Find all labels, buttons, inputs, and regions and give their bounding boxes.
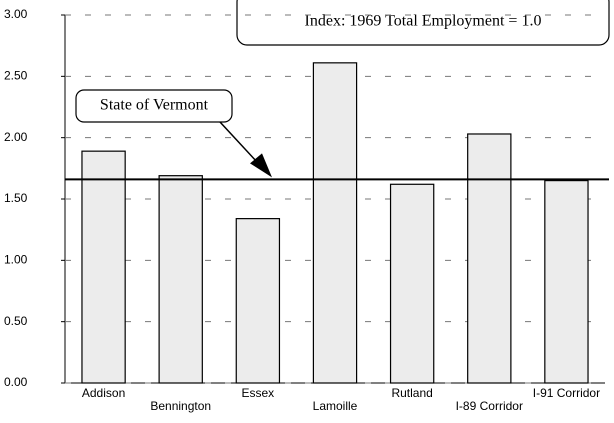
x-tick-label: I-89 Corridor xyxy=(456,399,523,413)
callout-box xyxy=(75,89,233,123)
bar xyxy=(312,62,358,384)
bar xyxy=(235,218,281,384)
x-tick-label: Lamoille xyxy=(313,399,358,413)
y-tick-label: 1.00 xyxy=(4,253,28,267)
x-tick-label: Addison xyxy=(82,386,125,400)
bar xyxy=(158,175,203,384)
y-tick-label: 3.00 xyxy=(4,7,28,21)
y-tick-label: 0.50 xyxy=(4,314,28,328)
y-tick-label: 2.00 xyxy=(4,130,28,144)
x-tick-label: Essex xyxy=(242,386,275,400)
x-tick-label: I-91 Corridor xyxy=(533,386,600,400)
y-tick-label: 0.00 xyxy=(4,375,28,389)
x-tick-label: Bennington xyxy=(150,399,211,413)
annotation-box xyxy=(236,0,610,46)
bar xyxy=(467,133,512,384)
y-tick-label: 1.50 xyxy=(4,191,28,205)
y-tick-label: 2.50 xyxy=(4,69,28,83)
reference-label: State of Vermont xyxy=(100,97,209,114)
annotation: Index: 1969 Total Employment = 1.0 xyxy=(305,13,542,30)
bar xyxy=(544,180,589,384)
x-tick-label: Rutland xyxy=(391,386,432,400)
arrow-head xyxy=(250,153,272,178)
bar xyxy=(81,150,126,384)
bar xyxy=(389,183,435,384)
